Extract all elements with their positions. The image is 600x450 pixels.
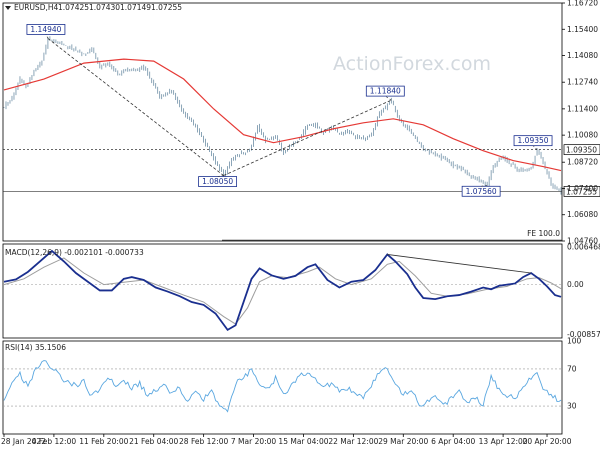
swing-label-leader — [385, 95, 392, 101]
level-price-box — [563, 144, 600, 156]
macd-panel-frame — [2, 243, 563, 339]
swing-label-leader — [532, 145, 538, 150]
x-tick-label: 22 Mar 12:00 — [328, 437, 378, 446]
watermark: ActionForex.com — [333, 53, 491, 75]
swing-label: 1.09350 — [518, 136, 549, 145]
x-tick-label: 7 Mar 20:00 — [231, 437, 277, 446]
macd-signal-line — [3, 257, 562, 325]
macd-layer: 0.006468 0.00 -0.008573 — [3, 243, 600, 339]
x-tick-label: 28 Jan 2022 — [1, 437, 46, 446]
x-tick-label: 4 Feb 12:00 — [32, 437, 77, 446]
macd-title: MACD(12,26,9) -0.002101 -0.000733 — [5, 248, 144, 257]
x-tick-label: 15 Mar 04:00 — [278, 437, 328, 446]
price-y-tick-label: 1.15400 — [567, 25, 598, 34]
price-y-tick-label: 1.12740 — [567, 78, 598, 87]
ohlc-close: 1.07255 — [151, 3, 182, 12]
price-layer: 1.09350 1.07255 1.14940 1.08050 1.11840 1.075… — [3, 24, 600, 241]
collapse-triangle-icon[interactable] — [5, 6, 11, 10]
price-y-tick-label: 1.07400 — [567, 184, 598, 193]
trendline — [223, 99, 392, 176]
macd-y-tick-label: 0.00 — [567, 280, 584, 289]
swing-label-box — [26, 24, 66, 35]
swing-label-leader — [481, 184, 488, 187]
rsi-y-tick-label: 100 — [567, 337, 582, 346]
price-panel-frame — [2, 2, 563, 242]
symbol-label: EURUSD,H4 — [14, 3, 58, 12]
swing-label-leader — [217, 175, 224, 177]
ohlc-low: 1.07149 — [120, 3, 151, 12]
price-y-tick-label: 1.06080 — [567, 210, 598, 219]
price-y-tick-label: 1.16720 — [567, 0, 598, 8]
moving-average-line — [3, 58, 562, 172]
rsi-panel-frame — [2, 340, 563, 435]
swing-label-box — [365, 85, 405, 97]
x-tick-label: 13 Apr 12:00 — [479, 437, 528, 446]
x-tick-label: 28 Feb 12:00 — [179, 437, 228, 446]
level-price-label: 1.09350 — [566, 146, 597, 155]
price-y-tick-label: 1.10080 — [567, 131, 598, 140]
rsi-title: RSI(14) 35.1506 — [5, 343, 66, 352]
swing-label: 1.07560 — [466, 187, 497, 196]
swing-label-box — [198, 176, 238, 187]
rsi-y-tick-label: 30 — [567, 402, 577, 411]
price-y-tick-label: 1.08720 — [567, 158, 598, 167]
price-y-tick-label: 1.11400 — [567, 104, 598, 113]
x-tick-label: 21 Feb 04:00 — [129, 437, 178, 446]
price-header: EURUSD,H4 1.07425 1.07430 1.07149 1.0725… — [5, 3, 182, 12]
swing-label: 1.11840 — [370, 87, 401, 96]
macd-y-tick-label: 0.006468 — [567, 243, 600, 252]
swing-label-leader — [45, 34, 49, 39]
swing-label: 1.14940 — [30, 25, 61, 34]
trendline — [47, 38, 224, 176]
x-tick-label: 29 Mar 20:00 — [378, 437, 428, 446]
swing-label: 1.08050 — [202, 177, 233, 186]
macd-trendline — [387, 254, 532, 274]
level-price-box — [563, 186, 600, 197]
fe-label: FE 100.0 — [527, 229, 560, 238]
x-tick-label: 20 Apr 20:00 — [523, 437, 572, 446]
x-tick-label: 11 Feb 20:00 — [79, 437, 128, 446]
ohlc-open: 1.07425 — [58, 3, 89, 12]
swing-label-box — [461, 185, 501, 197]
macd-y-tick-label: -0.008573 — [567, 330, 600, 339]
x-tick-label: 6 Apr 04:00 — [431, 437, 475, 446]
rsi-layer: 100 70 30 — [3, 337, 582, 413]
ohlc-high: 1.07430 — [89, 3, 120, 12]
price-y-tick-label: 1.14080 — [567, 51, 598, 60]
rsi-line — [3, 360, 562, 413]
level-price-label: 1.07255 — [566, 187, 597, 196]
price-y-tick-label: 1.04760 — [567, 237, 598, 246]
grid-layer — [2, 2, 563, 435]
macd-line — [3, 249, 562, 332]
rsi-y-tick-label: 70 — [567, 364, 577, 373]
